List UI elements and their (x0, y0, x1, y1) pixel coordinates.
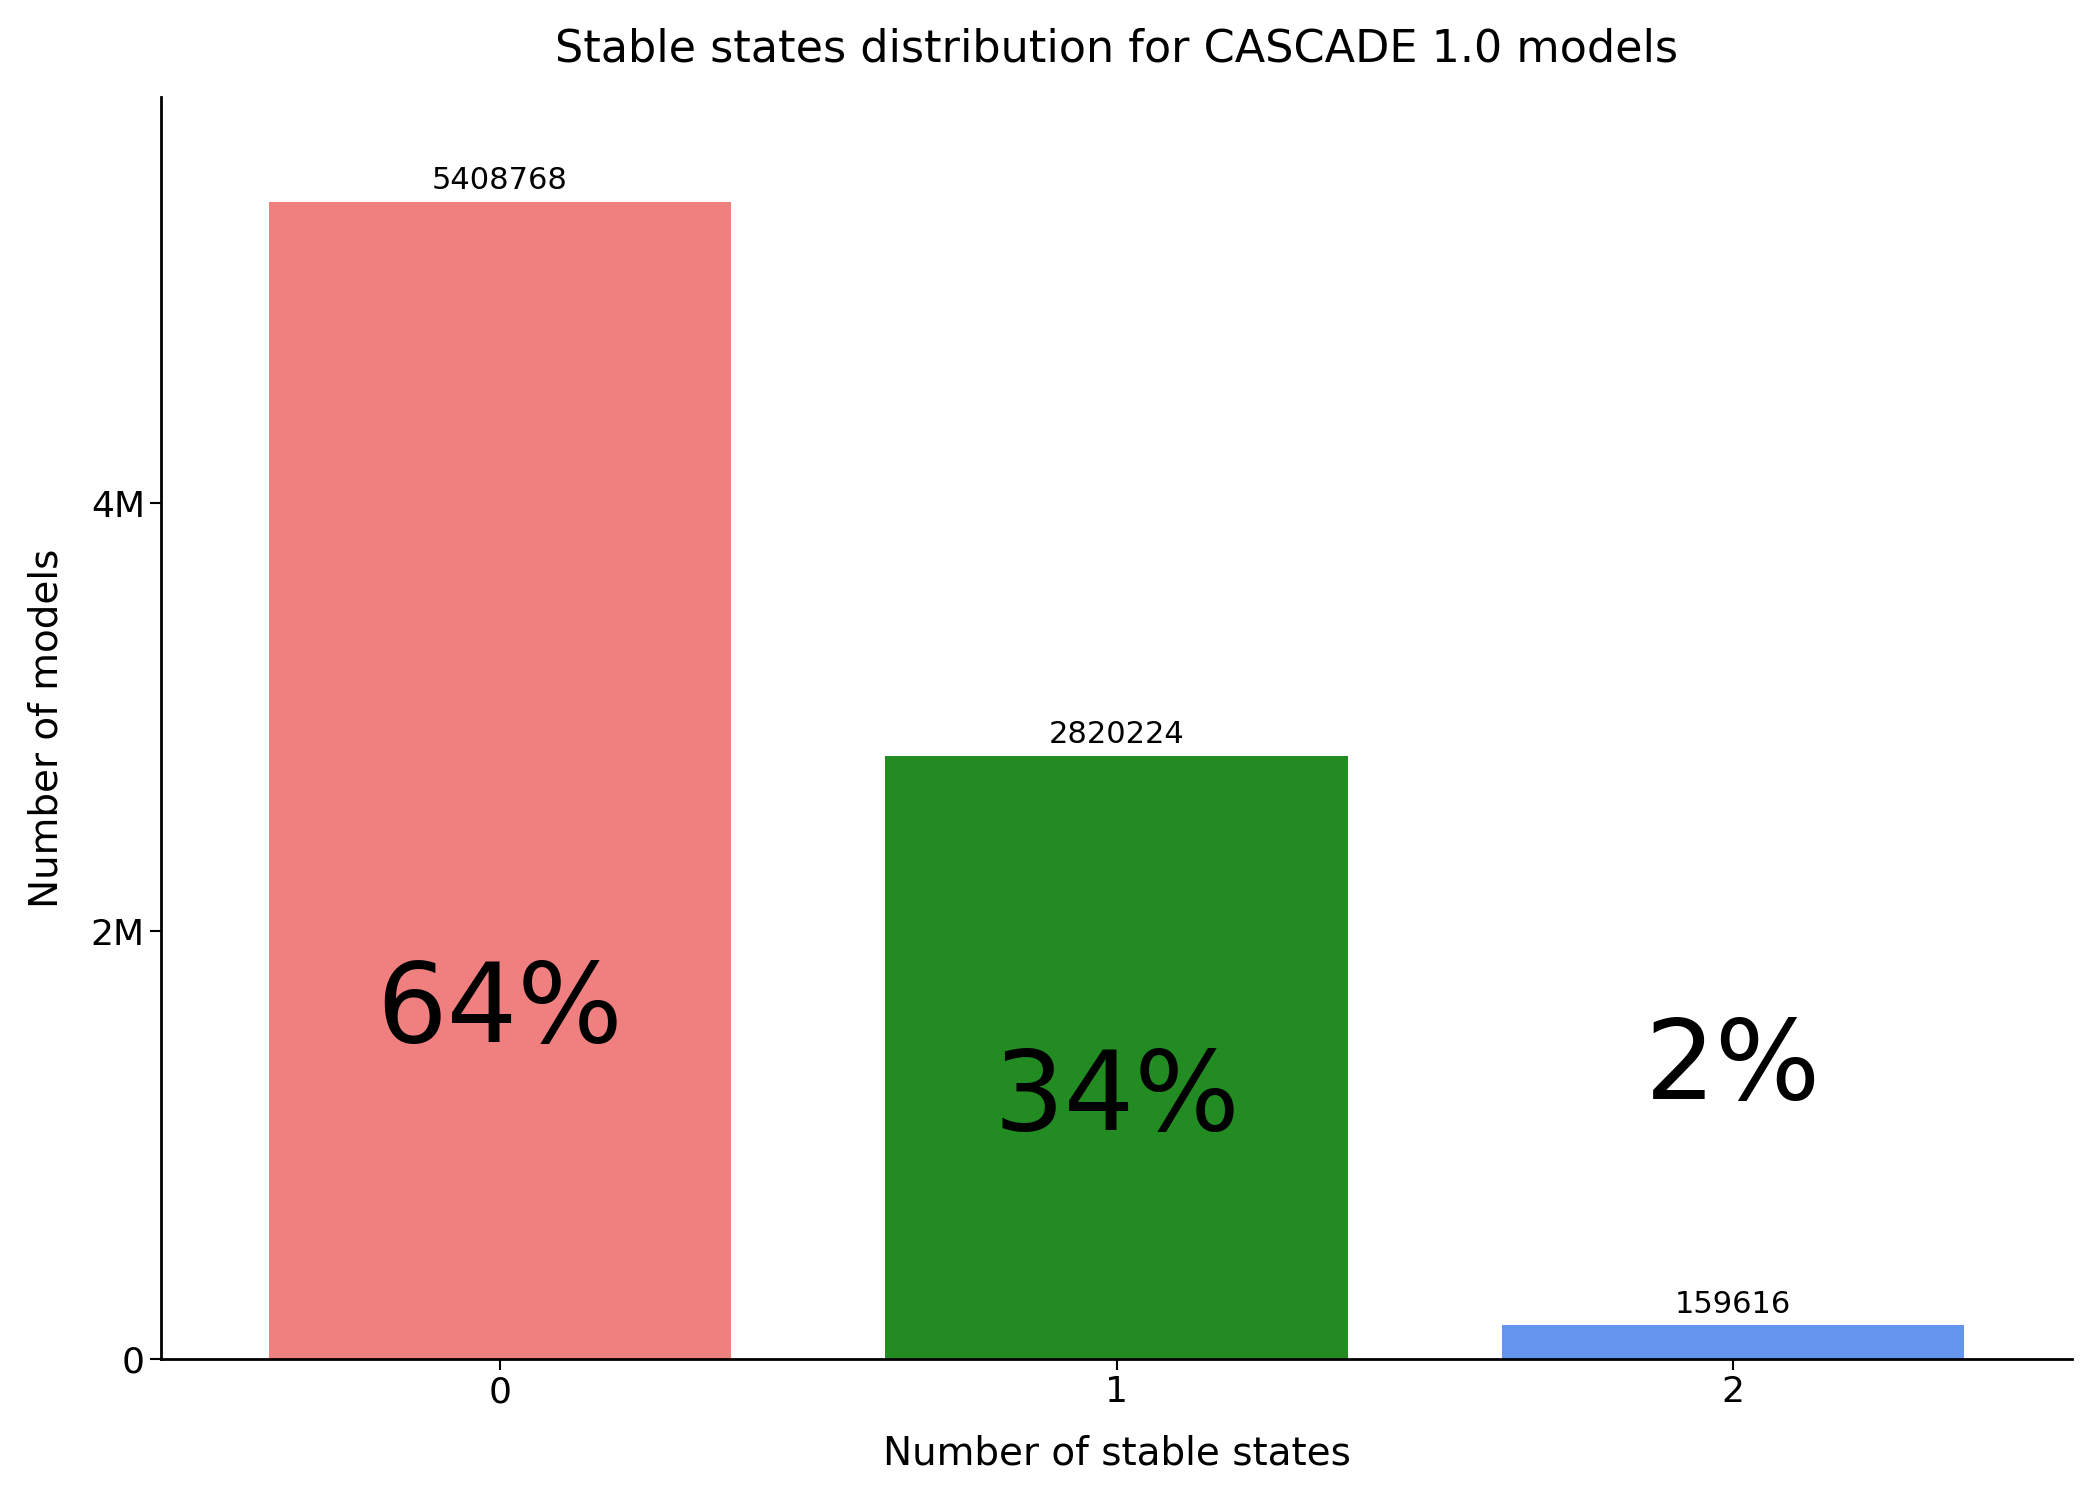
Text: 2%: 2% (1644, 1016, 1821, 1122)
Y-axis label: Number of models: Number of models (27, 548, 65, 908)
Bar (269, 201, 731, 1359)
Bar (886, 756, 1348, 1359)
Text: 64%: 64% (376, 958, 624, 1065)
Title: Stable states distribution for CASCADE 1.0 models: Stable states distribution for CASCADE 1… (554, 28, 1678, 70)
X-axis label: Number of stable states: Number of stable states (882, 1434, 1350, 1472)
Text: 34%: 34% (993, 1046, 1239, 1154)
Text: 5408768: 5408768 (433, 166, 567, 195)
Text: 159616: 159616 (1676, 1290, 1791, 1318)
Text: 2820224: 2820224 (1048, 720, 1184, 748)
Bar (1502, 1324, 1964, 1359)
